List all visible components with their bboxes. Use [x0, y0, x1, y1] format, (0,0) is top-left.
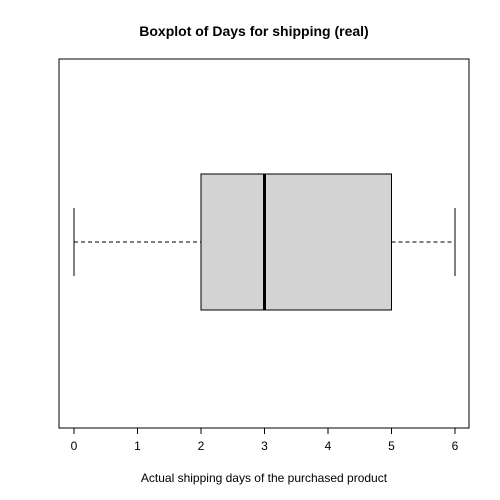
x-tick-label: 6 — [452, 439, 459, 453]
x-tick-label: 0 — [71, 439, 78, 453]
x-tick-label: 2 — [198, 439, 205, 453]
x-tick-label: 4 — [325, 439, 332, 453]
x-axis-label: Actual shipping days of the purchased pr… — [141, 471, 388, 485]
box-glyph — [73, 173, 456, 311]
iqr-box — [200, 173, 392, 311]
chart-title: Boxplot of Days for shipping (real) — [139, 23, 368, 39]
x-axis: 0 1 2 3 4 5 6 — [71, 427, 459, 453]
x-tick-label: 1 — [134, 439, 141, 453]
x-tick-label: 5 — [388, 439, 395, 453]
x-tick-label: 3 — [261, 439, 268, 453]
